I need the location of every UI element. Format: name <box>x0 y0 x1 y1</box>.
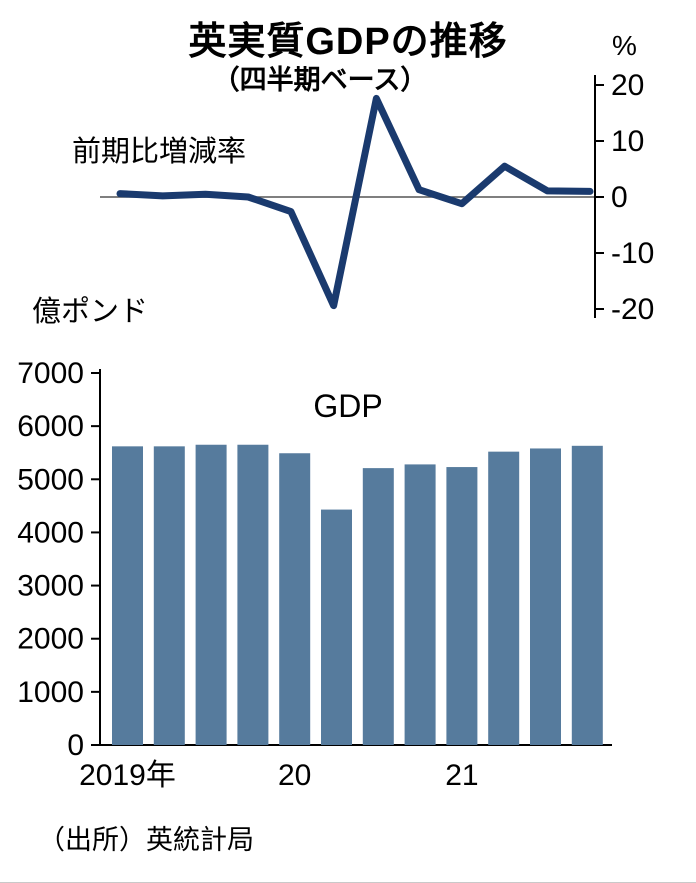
line-y-tick-label: 0 <box>611 181 628 214</box>
bar-y-tick-label: 1000 <box>17 676 84 709</box>
gdp-bar <box>530 448 561 745</box>
source-note: （出所）英統計局 <box>38 825 254 855</box>
bar-y-tick-label: 2000 <box>17 623 84 656</box>
line-axis-unit-label: % <box>612 30 637 61</box>
line-y-tick-label: -20 <box>611 293 654 326</box>
gdp-bar <box>195 444 227 745</box>
gdp-bar <box>321 509 352 745</box>
bar-y-tick-label: 6000 <box>17 410 84 443</box>
gdp-bar <box>488 451 520 745</box>
line-y-tick-label: -10 <box>611 237 654 270</box>
bar-x-tick-label: 2019年 <box>79 759 176 792</box>
gdp-bar <box>279 453 311 745</box>
chart-subtitle: （四半期ベース） <box>212 65 428 95</box>
line-y-tick-label: 10 <box>611 125 644 158</box>
gdp-bar <box>362 468 394 745</box>
bar-y-tick-label: 7000 <box>17 357 84 390</box>
gdp-bar <box>446 467 478 745</box>
gdp-bar <box>571 445 603 745</box>
gdp-bar <box>404 464 436 745</box>
gdp-bar <box>112 446 143 745</box>
bar-y-tick-label: 3000 <box>17 570 84 603</box>
bar-chart-title: GDP <box>313 388 383 424</box>
gdp-bar <box>153 446 185 745</box>
bar-y-tick-label: 0 <box>67 729 84 762</box>
line-y-tick-label: 20 <box>611 69 644 102</box>
bar-x-tick-label: 21 <box>445 759 478 792</box>
gdp-bar <box>237 444 269 745</box>
line-series-path <box>116 94 594 310</box>
page-title: 英実質GDPの推移 <box>188 21 508 63</box>
bar-y-tick-label: 5000 <box>17 463 84 496</box>
line-series-label: 前期比増減率 <box>72 136 247 168</box>
bar-y-tick-label: 4000 <box>17 516 84 549</box>
bar-axis-unit-label: 億ポンド <box>32 296 149 328</box>
bar-x-tick-label: 20 <box>278 759 311 792</box>
